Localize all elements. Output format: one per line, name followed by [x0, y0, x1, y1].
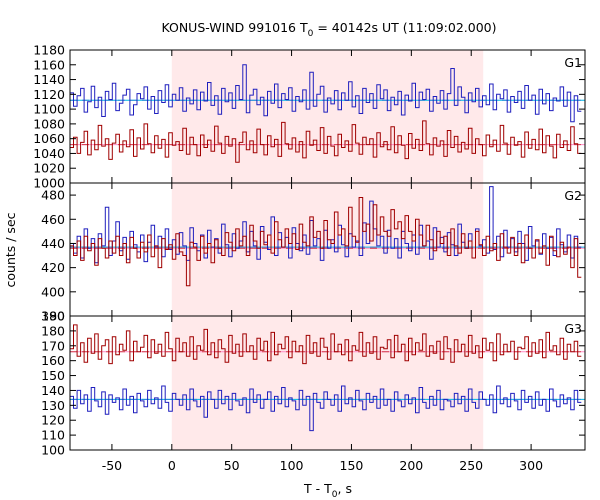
y-axis-label: counts / sec	[3, 212, 18, 287]
y-tick-label: 1000	[33, 176, 65, 191]
y-tick-label: 420	[41, 260, 65, 275]
y-tick-label: 1180	[33, 43, 65, 58]
y-tick-label: 1100	[33, 102, 65, 117]
series-g1-blue	[70, 64, 582, 123]
y-tick-label: 460	[41, 212, 65, 227]
y-tick-label: 160	[41, 353, 65, 368]
y-tick-label: 150	[41, 368, 65, 383]
y-tick-label: 1020	[33, 161, 65, 176]
x-tick-label: 250	[459, 458, 483, 473]
y-tick-label: 110	[41, 428, 65, 443]
y-tick-label: 1060	[33, 131, 65, 146]
x-tick-label: 300	[519, 458, 543, 473]
panel-label: G3	[564, 321, 582, 336]
series-g3-blue	[70, 385, 582, 432]
panel-frame	[69, 315, 586, 451]
chart-title: KONUS-WIND 991016 T0 = 40142s UT (11:09:…	[161, 20, 496, 39]
y-tick-label: 140	[41, 383, 65, 398]
series-g1-red	[70, 120, 582, 163]
x-tick-label: 100	[280, 458, 304, 473]
panel-g2: 380 400 420 440 460 480 G2	[41, 182, 586, 324]
y-tick-label: 1040	[33, 146, 65, 161]
y-tick-label: 1140	[33, 72, 65, 87]
y-tick-label: 400	[41, 284, 65, 299]
y-tick-label: 180	[41, 323, 65, 338]
panel-g1: 1000102010401060108011001120114011601180…	[33, 43, 586, 191]
series-g2-red	[70, 197, 582, 287]
panel-label: G2	[564, 188, 582, 203]
x-axis-label: T - T0, s	[303, 481, 352, 500]
y-tick-label: 190	[41, 309, 65, 324]
y-tick-label: 120	[41, 413, 65, 428]
x-tick-label: 0	[168, 458, 176, 473]
x-tick-label: -50	[102, 458, 122, 473]
x-tick-label: 150	[340, 458, 364, 473]
plot-area: 1000102010401060108011001120114011601180…	[33, 43, 586, 473]
y-tick-label: 100	[41, 443, 65, 458]
y-tick-label: 440	[41, 236, 65, 251]
series-g3-red	[70, 324, 582, 365]
y-tick-label: 380	[41, 309, 65, 324]
x-tick-label: 50	[224, 458, 240, 473]
y-tick-label: 1160	[33, 57, 65, 72]
y-tick-label: 480	[41, 188, 65, 203]
series-g2-blue	[70, 186, 582, 264]
x-tick-label: 200	[399, 458, 423, 473]
panel-label: G1	[564, 55, 582, 70]
y-tick-label: 1120	[33, 87, 65, 102]
y-tick-label: 130	[41, 398, 65, 413]
y-tick-label: 170	[41, 338, 65, 353]
y-tick-label: 1080	[33, 116, 65, 131]
highlight-interval	[171, 50, 484, 450]
